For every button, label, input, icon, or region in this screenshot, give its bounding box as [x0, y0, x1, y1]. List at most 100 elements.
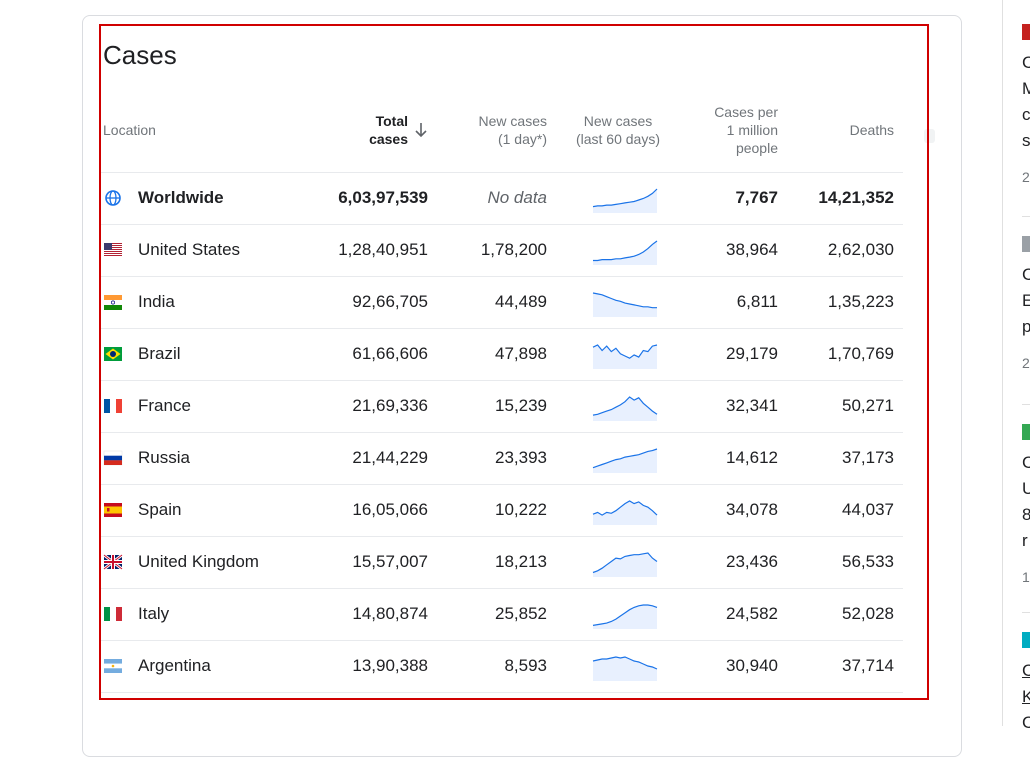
row-divider — [101, 692, 903, 693]
sparkline-area — [593, 449, 657, 473]
cases-per-million-value: 34,078 — [726, 500, 778, 519]
new-cases-sparkline — [592, 495, 658, 525]
sparkline-line — [592, 656, 658, 670]
header-total-cases[interactable]: Total cases — [300, 112, 428, 148]
sparkline-line — [593, 240, 658, 262]
sparkline-area — [593, 345, 657, 369]
row-divider — [101, 380, 903, 381]
italy-flag-icon — [103, 605, 123, 623]
table-row[interactable]: United Kingdom 15,57,007 18,213 23,436 56,53… — [101, 537, 903, 589]
new-cases-value: 18,213 — [495, 552, 547, 571]
news-source-icon — [1022, 236, 1030, 252]
new-cases-value: 47,898 — [495, 344, 547, 363]
news-headline-fragment: M — [1022, 79, 1030, 98]
news-headline-fragment: C — [1022, 713, 1030, 732]
table-row[interactable]: Italy 14,80,874 25,852 24,582 52,028 — [101, 589, 903, 641]
header-new-line2: (1 day*) — [497, 131, 547, 147]
argentina-flag-icon — [103, 657, 123, 675]
header-new-cases-60-days[interactable]: New cases (last 60 days) — [563, 112, 673, 148]
table-row[interactable]: Spain 16,05,066 10,222 34,078 44,037 — [101, 485, 903, 537]
news-headline-fragment: K — [1022, 687, 1030, 706]
deaths-value: 14,21,352 — [818, 188, 894, 207]
scroll-indicator[interactable] — [924, 129, 935, 143]
header-permil-line1: Cases per — [714, 104, 778, 120]
table-row[interactable]: Brazil 61,66,606 47,898 29,179 1,70,769 — [101, 329, 903, 381]
russia-flag-icon — [103, 449, 123, 467]
deaths-value: 2,62,030 — [827, 240, 894, 259]
table-row[interactable]: France 21,69,336 15,239 32,341 50,271 — [101, 381, 903, 433]
table-row[interactable]: Worldwide 6,03,97,539 No data 7,767 14,21,35… — [101, 173, 903, 225]
cases-per-million-value: 6,811 — [736, 292, 778, 311]
deaths-value: 50,271 — [842, 396, 894, 415]
cases-per-million-value: 14,612 — [726, 448, 778, 467]
news-headline-fragment: U — [1022, 479, 1030, 498]
sparkline-line — [592, 344, 658, 359]
sparkline-line — [592, 292, 657, 309]
news-timestamp: 1 — [1022, 569, 1030, 585]
new-cases-value: 44,489 — [495, 292, 547, 311]
row-divider — [101, 172, 903, 173]
header-total-line2: cases — [369, 131, 408, 147]
cases-per-million-value: 7,767 — [735, 188, 778, 207]
total-cases-value: 21,44,229 — [352, 448, 428, 467]
sparkline-line — [592, 396, 658, 416]
news-headline-fragment: C — [1022, 453, 1030, 472]
sparkline-line — [592, 448, 658, 469]
location-name: United States — [138, 240, 241, 259]
total-cases-value: 21,69,336 — [352, 396, 428, 415]
header-permil-line2: 1 million — [726, 122, 778, 138]
row-divider — [101, 328, 903, 329]
news-headline-fragment: r — [1022, 531, 1028, 550]
total-cases-value: 15,57,007 — [352, 552, 428, 571]
location-name: United Kingdom — [138, 552, 259, 571]
header-new-cases[interactable]: New cases (1 day*) — [440, 112, 547, 148]
deaths-value: 1,70,769 — [827, 344, 894, 363]
new-cases-sparkline — [592, 443, 658, 473]
table-row[interactable]: India 92,66,705 44,489 6,811 1,35,223 — [101, 277, 903, 329]
total-cases-value: 13,90,388 — [352, 656, 428, 675]
row-divider — [101, 640, 903, 641]
header-permil-line3: people — [735, 140, 778, 156]
total-cases-value: 61,66,606 — [352, 344, 428, 363]
cases-per-million-value: 32,341 — [726, 396, 778, 415]
table-row[interactable]: Argentina 13,90,388 8,593 30,940 37,714 — [101, 641, 903, 693]
row-divider — [101, 276, 903, 277]
sparkline-area — [593, 241, 657, 265]
total-cases-value: 92,66,705 — [352, 292, 428, 311]
header-spark-line2: (last 60 days) — [575, 131, 661, 147]
table-row[interactable]: United States 1,28,40,951 1,78,200 38,964 2,… — [101, 225, 903, 277]
news-separator — [1022, 216, 1030, 217]
header-location[interactable]: Location — [103, 122, 156, 138]
sparkline-area — [593, 397, 657, 421]
deaths-value: 37,714 — [842, 656, 894, 675]
new-cases-value: 10,222 — [495, 500, 547, 519]
news-timestamp: 2 — [1022, 169, 1030, 185]
deaths-value: 37,173 — [842, 448, 894, 467]
news-separator — [1022, 404, 1030, 405]
header-spark-line1: New cases — [583, 113, 653, 129]
new-cases-sparkline — [592, 339, 658, 369]
header-cases-per-million[interactable]: Cases per 1 million people — [680, 103, 778, 157]
news-headline-fragment: p — [1022, 317, 1030, 336]
new-cases-sparkline — [592, 287, 658, 317]
table-row[interactable]: Russia 21,44,229 23,393 14,612 37,173 — [101, 433, 903, 485]
brazil-flag-icon — [103, 345, 123, 363]
right-panel-divider — [1002, 0, 1003, 726]
us-flag-icon — [103, 241, 123, 259]
news-headline-fragment: C — [1022, 53, 1030, 72]
india-flag-icon — [103, 293, 123, 311]
location-name: Worldwide — [138, 188, 224, 207]
total-cases-value: 16,05,066 — [352, 500, 428, 519]
news-source-icon — [1022, 24, 1030, 40]
spain-flag-icon — [103, 501, 123, 519]
location-name: France — [138, 396, 191, 415]
new-cases-sparkline — [592, 599, 658, 629]
globe-icon — [103, 189, 123, 207]
new-cases-value: 15,239 — [495, 396, 547, 415]
header-deaths[interactable]: Deaths — [849, 122, 894, 138]
new-cases-sparkline — [592, 235, 658, 265]
